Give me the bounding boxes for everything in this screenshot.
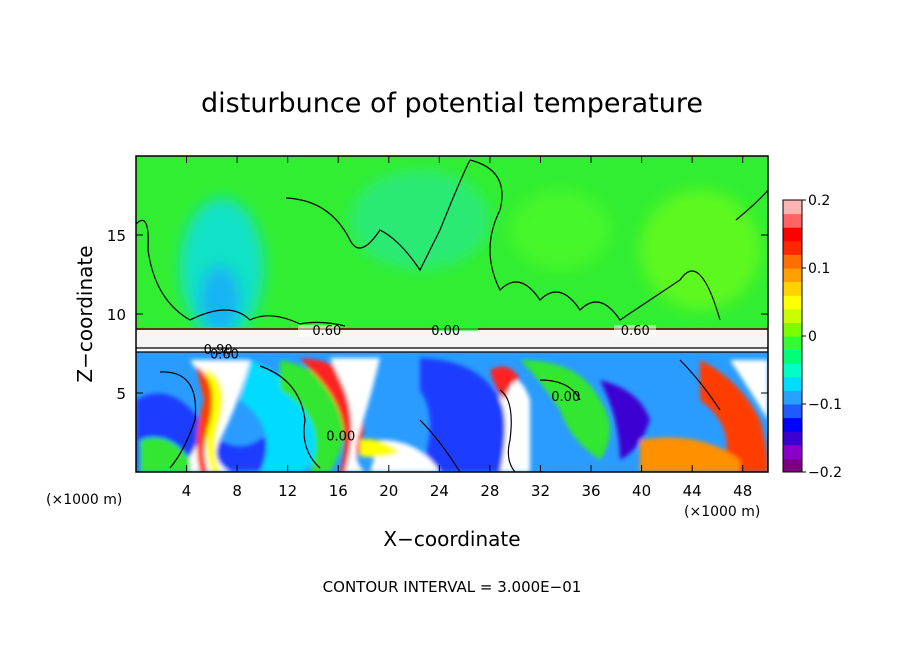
- colorbar-swatch: [783, 240, 802, 255]
- colorbar-tick-label: 0.2: [808, 193, 830, 209]
- colorbar-swatch: [783, 322, 802, 337]
- colorbar-swatch: [783, 349, 802, 364]
- x-tick-label: 48: [733, 482, 752, 500]
- contour-label: 0.90: [204, 343, 233, 358]
- x-tick-label: 28: [480, 482, 499, 500]
- green-region: [520, 360, 610, 460]
- contour-line: [285, 159, 471, 272]
- x-axis-label: X−coordinate: [383, 527, 520, 551]
- y-axis-label: Z−coordinate: [73, 245, 97, 382]
- x-tick-label: 36: [581, 482, 600, 500]
- colorbar-swatch: [783, 200, 802, 215]
- cyan-plume-core: [200, 266, 240, 328]
- contour-label-group: [298, 319, 656, 337]
- contour-labels: 0.60 0.00 0.600.900.600.000.00: [204, 324, 650, 445]
- contour-label: 0.60: [312, 324, 341, 339]
- contour-label: 0.60: [210, 348, 239, 363]
- y-tick-label: 5: [116, 385, 126, 403]
- colorbar-swatch: [783, 308, 802, 323]
- colorbar-tick-label: −0.1: [808, 397, 842, 413]
- contour-label: 0.00: [431, 324, 460, 339]
- colorbar-swatch: [783, 376, 802, 391]
- y-axis-ticks: 5 10 15: [107, 227, 768, 403]
- contour-line: [469, 159, 721, 321]
- colorbar-swatch: [783, 268, 802, 283]
- contour-line: [679, 359, 721, 411]
- contour-line: [159, 371, 197, 469]
- yellow-region: [360, 439, 400, 458]
- contour-label: 0.00: [551, 390, 580, 405]
- x-tick-label: 4: [182, 482, 192, 500]
- colorbar-swatch: [783, 227, 802, 242]
- colorbar-swatch: [783, 363, 802, 378]
- x-tick-label: 44: [683, 482, 702, 500]
- orange-region: [640, 437, 740, 472]
- red-stripe: [196, 366, 213, 472]
- x-tick-label: 32: [531, 482, 550, 500]
- plot-area: [136, 156, 768, 472]
- contour-label-bg: [436, 319, 478, 331]
- contour-line: [735, 189, 768, 221]
- colorbar-swatch: [783, 431, 802, 446]
- contour-interval-note: CONTOUR INTERVAL = 3.000E−01: [323, 578, 582, 596]
- contour-line: [419, 419, 461, 472]
- white-region: [330, 358, 380, 472]
- contour-line: [259, 365, 321, 469]
- x-tick-label: 12: [278, 482, 297, 500]
- colorbar-swatch: [783, 417, 802, 432]
- chart-title: disturbunce of potential temperature: [201, 88, 703, 119]
- contour-label: 0.60: [621, 324, 650, 339]
- colorbar: 0.2 0.1 0 −0.1 −0.2: [782, 193, 842, 481]
- x-tick-label: 16: [329, 482, 348, 500]
- colorbar-swatch: [783, 254, 802, 269]
- colorbar-swatch: [783, 390, 802, 405]
- green-region: [140, 437, 190, 472]
- colorbar-swatch: [783, 213, 802, 228]
- contour-line: [499, 389, 516, 472]
- red-region: [700, 360, 768, 472]
- x-tick-label: 24: [430, 482, 449, 500]
- contour-label: 0.00: [326, 430, 355, 445]
- colorbar-swatch: [783, 458, 802, 473]
- purple-region: [600, 380, 650, 460]
- white-region: [500, 377, 530, 472]
- colorbar-tick-label: −0.2: [808, 465, 842, 481]
- x-tick-label: 20: [379, 482, 398, 500]
- blue-region: [420, 358, 510, 472]
- colorbar-swatch: [783, 444, 802, 459]
- colorbar-swatch: [783, 295, 802, 310]
- yellow-green-region: [510, 190, 610, 270]
- x-tick-label: 8: [232, 482, 242, 500]
- teal-region: [350, 170, 490, 270]
- yellow-stripe: [205, 368, 223, 472]
- contour-label-bg: [298, 325, 340, 337]
- x-tick-label: 40: [632, 482, 651, 500]
- contour-line: [136, 219, 346, 327]
- x-unit-left: (×1000 m): [46, 492, 122, 508]
- yellow-green-region: [640, 190, 760, 310]
- x-axis-ticks: 4 8 12 16 20 24 28 32 36 40 44 48: [182, 156, 752, 500]
- cyan-swirl: [240, 360, 323, 472]
- y-tick-label: 15: [107, 227, 126, 245]
- x-unit-right: (×1000 m): [684, 504, 760, 520]
- red-region: [490, 366, 520, 400]
- colorbar-swatch: [783, 404, 802, 419]
- colorbar-tick-label: 0.1: [808, 261, 830, 277]
- colorbar-swatch: [783, 281, 802, 296]
- contour-line: [539, 379, 581, 401]
- colorbar-tick-label: 0: [808, 329, 817, 345]
- white-region: [730, 360, 768, 420]
- y-tick-label: 10: [107, 306, 126, 324]
- contour-label-bg: [614, 325, 656, 337]
- colorbar-swatch: [783, 336, 802, 351]
